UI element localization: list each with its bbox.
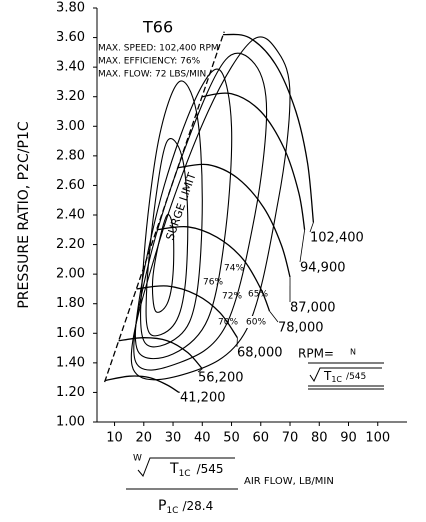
x-tick-label: 100 (365, 431, 390, 446)
x-axis-label: AIR FLOW, LB/MIN (244, 476, 334, 487)
x-label-part: W (133, 454, 142, 464)
efficiency-label: 60% (246, 318, 266, 328)
efficiency-label: 72% (222, 292, 242, 302)
speed-line (222, 33, 315, 223)
x-tick-label: 40 (194, 431, 211, 446)
y-tick-label: 3.00 (56, 119, 85, 134)
efficiency-island (134, 68, 233, 360)
y-tick-label: 1.60 (56, 326, 85, 341)
efficiency-island (133, 52, 268, 371)
x-tick-label: 50 (223, 431, 240, 446)
efficiency-island (140, 80, 203, 348)
rpm-formula: N (350, 348, 356, 357)
y-tick-label: 2.00 (56, 267, 85, 282)
x-label-part: /28.4 (182, 499, 213, 513)
speed-label: 94,900 (300, 261, 346, 276)
speed-line (156, 225, 271, 312)
efficiency-label: 74% (224, 264, 244, 274)
x-label-part: T (169, 461, 179, 477)
y-tick-label: 2.80 (56, 148, 85, 163)
speed-label: 87,000 (290, 301, 336, 316)
label-bg (223, 262, 245, 274)
y-tick-label: 2.20 (56, 237, 85, 252)
efficiency-label: 76% (203, 278, 223, 288)
x-label-part: 1C (166, 506, 178, 516)
y-tick-label: 3.40 (56, 60, 85, 75)
rpm-formula: T1C/545 (323, 369, 366, 384)
x-tick-label: 80 (311, 431, 328, 446)
y-tick-label: 2.60 (56, 178, 85, 193)
leader-line (309, 222, 314, 233)
efficiency-label: 65% (248, 290, 268, 300)
speed-line (177, 163, 291, 278)
x-tick-label: 60 (253, 431, 270, 446)
x-label-part: T1C/545 (169, 461, 224, 479)
x-label-part: 1C (179, 469, 191, 479)
annotation: MAX. SPEED: 102,400 RPM (98, 44, 219, 54)
sqrt-sign (309, 367, 382, 383)
y-tick-label: 1.40 (56, 355, 85, 370)
y-tick-label: 1.00 (56, 415, 85, 430)
chart-title: T66 (142, 18, 173, 37)
speed-label: 56,200 (198, 371, 244, 386)
speed-line (201, 92, 306, 230)
x-tick-label: 30 (165, 431, 182, 446)
speed-label: 68,000 (237, 346, 283, 361)
y-tick-label: 3.80 (56, 1, 85, 16)
sqrt-sign (137, 457, 235, 477)
y-tick-label: 1.80 (56, 296, 85, 311)
speed-label: 78,000 (278, 321, 324, 336)
label-bg (245, 316, 267, 328)
rpm-formula: /545 (346, 372, 366, 382)
leader-line (299, 229, 306, 263)
x-tick-label: 10 (106, 431, 123, 446)
y-axis-label: PRESSURE RATIO, P2C/P1C (16, 121, 32, 309)
surge-label: SURGE LIMIT (163, 171, 198, 242)
speed-label: 102,400 (310, 231, 364, 246)
rpm-formula: RPM= (298, 347, 334, 361)
speed-line (104, 375, 180, 393)
annotation: MAX. EFFICIENCY: 76% (98, 57, 201, 67)
x-label-part: /545 (197, 462, 224, 476)
annotation: MAX. FLOW: 72 LBS/MIN. (98, 70, 209, 80)
x-label-part: P (158, 498, 166, 514)
x-tick-label: 90 (340, 431, 357, 446)
leader-line (269, 310, 279, 323)
speed-line (118, 337, 203, 370)
y-tick-label: 2.40 (56, 208, 85, 223)
rpm-formula: 1C (331, 375, 342, 384)
y-tick-label: 3.60 (56, 30, 85, 45)
x-label-part: P1C/28.4 (158, 498, 213, 516)
rpm-formula: T (323, 369, 332, 383)
label-bg (247, 288, 269, 300)
speed-label: 41,200 (180, 391, 226, 406)
x-tick-label: 70 (282, 431, 299, 446)
speed-line (136, 285, 238, 339)
leader-line (197, 368, 203, 373)
y-tick-label: 3.20 (56, 89, 85, 104)
efficiency-island (151, 213, 175, 313)
efficiency-island (130, 36, 291, 381)
y-tick-label: 1.20 (56, 385, 85, 400)
x-tick-label: 20 (136, 431, 153, 446)
